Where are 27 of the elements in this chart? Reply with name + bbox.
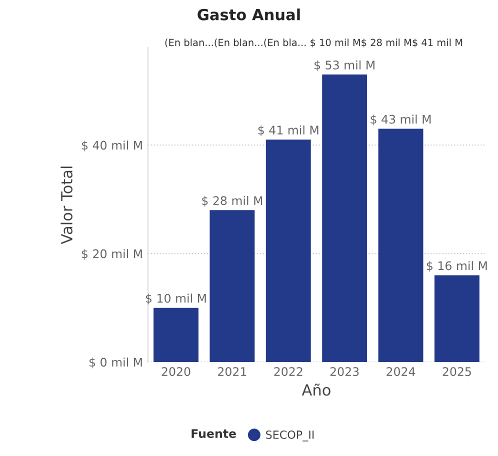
- y-tick-label: $ 0 mil M: [90, 358, 142, 368]
- bar: [154, 308, 198, 362]
- y-tick-label: $ 20 mil M: [82, 249, 142, 260]
- x-tick-label: 2024: [386, 367, 416, 376]
- bar: [378, 128, 424, 362]
- bar: [210, 210, 255, 362]
- x-tick-label: 2025: [442, 367, 471, 376]
- x-axis-title: Año: [302, 384, 330, 396]
- chart-title: Gasto Anual: [198, 8, 300, 20]
- legend-title: Fuente: [192, 429, 236, 438]
- legend-label: SECOP_II: [266, 430, 314, 442]
- y-tick-label: $ 40 mil M: [82, 140, 142, 152]
- data-label: $ 41 mil M: [258, 125, 318, 136]
- data-label: $ 43 mil M: [370, 114, 431, 126]
- data-label: $ 28 mil M: [202, 196, 262, 207]
- bar: [322, 74, 368, 362]
- x-tick-label: 2022: [274, 367, 302, 376]
- x-tick-label: 2020: [162, 367, 190, 376]
- data-label: $ 53 mil M: [314, 60, 374, 72]
- data-label: $ 16 mil M: [426, 261, 487, 272]
- y-axis-title: Valor Total: [60, 166, 72, 244]
- x-tick-label: 2023: [330, 367, 359, 376]
- annotation: (En blan...(En blan...(En bla... $ 10 mil M$ 28 mil M$ 41 mil M: [165, 38, 462, 48]
- data-label: $ 10 mil M: [146, 294, 206, 304]
- x-tick-label: 2021: [218, 367, 246, 376]
- bar: [266, 140, 311, 362]
- bar: [434, 275, 480, 362]
